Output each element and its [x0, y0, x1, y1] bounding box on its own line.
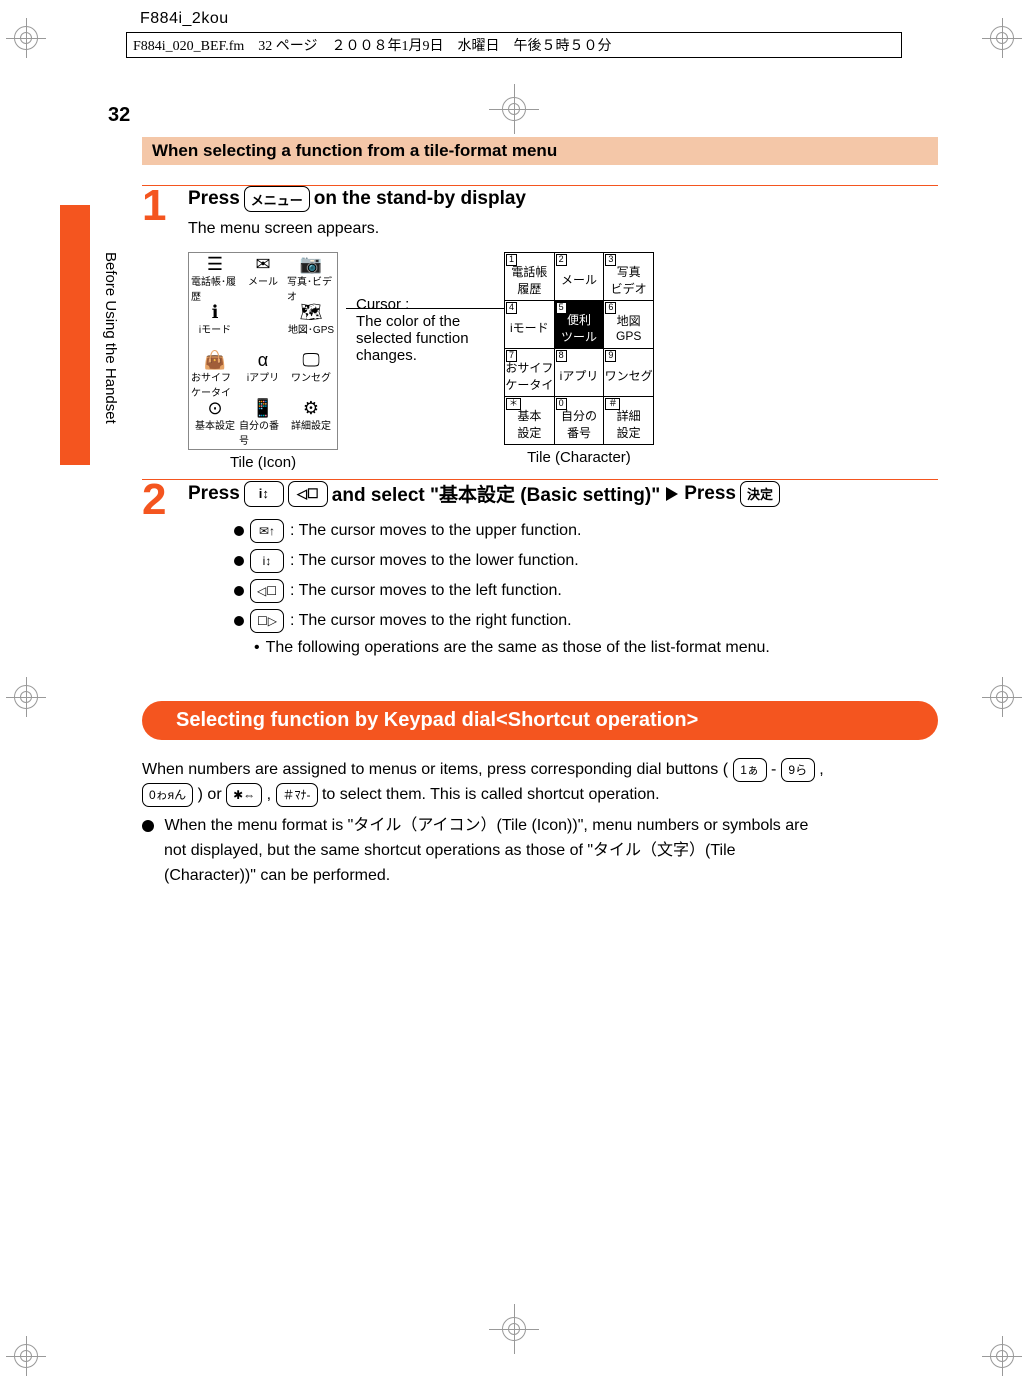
shortcut-para2: When the menu format is "タイル（アイコン）(Tile …	[142, 814, 938, 888]
direction-bullet: ☐▷: The cursor moves to the right functi…	[234, 609, 938, 633]
key-1: 1ぁ	[733, 758, 767, 782]
reg-mark-mr	[982, 677, 1022, 717]
tile-icon-cell: 🗺地図･GPS	[287, 303, 335, 351]
direction-bullet: ◁☐: The cursor moves to the left functio…	[234, 579, 938, 603]
left-key: ◁☐	[288, 481, 328, 507]
menu-key: メニュー	[244, 186, 310, 212]
key-0: 0ゎяん	[142, 783, 193, 807]
tile-char-cell: 8iアプリ	[554, 348, 604, 396]
step2-mid: and select "基本設定 (Basic setting)"	[332, 480, 660, 507]
subsection-banner: When selecting a function from a tile-fo…	[142, 137, 938, 165]
tile-char-caption: Tile (Character)	[504, 449, 654, 466]
ok-key: 決定	[740, 481, 780, 507]
reg-mark-br	[982, 1336, 1022, 1376]
key-star: ✱⇔	[226, 783, 262, 807]
tile-char-screen: 1電話帳履歴2メール3写真ビデオ 4iモード5便利ツール6地図GPS 7おサイフケー…	[504, 252, 654, 445]
shortcut-para1: When numbers are assigned to menus or it…	[142, 758, 938, 808]
step2-title: Press i↕ ◁☐ and select "基本設定 (Basic sett…	[188, 480, 938, 507]
tile-icon-cell: ✉メール	[239, 255, 287, 303]
p1-pre: When numbers are assigned to menus or it…	[142, 761, 728, 778]
step2-note-text: The following operations are the same as…	[266, 639, 770, 657]
step-number-2: 2	[142, 480, 188, 520]
tile-icon-cell: 📷写真･ビデオ	[287, 255, 335, 303]
chapter-side-label: Before Using the Handset	[102, 252, 119, 424]
tile-char-cell: ＃詳細設定	[603, 396, 653, 444]
bullet-dot-icon: •	[254, 639, 260, 657]
p1-comma1: ,	[819, 761, 823, 778]
tile-diagram-row: ☰電話帳･履歴✉メール📷写真･ビデオ ℹiモード🛠便利ツール🗺地図･GPS 👜おサイ…	[188, 252, 938, 471]
tile-char-cell: 3写真ビデオ	[603, 252, 653, 300]
tile-char-cell: 2メール	[554, 252, 604, 300]
tile-char-cell: 4iモード	[504, 300, 554, 348]
reg-mark-tr	[982, 18, 1022, 58]
step-number-1: 1	[142, 186, 188, 226]
shortcut-title: Selecting function by Keypad dial<Shortc…	[164, 701, 916, 740]
tile-icon-cell: ℹiモード	[191, 303, 239, 351]
pill-cap-right	[916, 701, 938, 740]
key-9: 9ら	[781, 758, 815, 782]
step1-title-post: on the stand-by display	[314, 188, 526, 210]
p1-post: to select them. This is called shortcut …	[322, 786, 660, 803]
step1-subtext: The menu screen appears.	[188, 220, 938, 238]
running-head: F884i_2kou	[140, 10, 938, 28]
tile-char-cell: ＊基本設定	[504, 396, 554, 444]
step-1: 1 Press メニュー on the stand-by display The…	[142, 186, 938, 238]
tile-icon-cell: 🖵ワンセグ	[287, 351, 335, 399]
p2-b: not displayed, but the same shortcut ope…	[164, 842, 736, 859]
direction-bullets: ✉↑: The cursor moves to the upper functi…	[234, 519, 938, 633]
tile-char-cell: 9ワンセグ	[603, 348, 653, 396]
tile-char-cell: 0自分の番号	[554, 396, 604, 444]
p1-dash: -	[771, 761, 776, 778]
tile-icon-caption: Tile (Icon)	[188, 454, 338, 471]
cursor-note: Cursor : The color of the selected funct…	[356, 252, 486, 364]
tile-icon-cell: ☰電話帳･履歴	[191, 255, 239, 303]
page-number: 32	[108, 104, 938, 127]
p2-c: (Character))" can be performed.	[164, 867, 390, 884]
tile-icon-cell: ⚙詳細設定	[287, 399, 335, 447]
direction-bullet: i↕: The cursor moves to the lower functi…	[234, 549, 938, 573]
framemaker-note: F884i_020_BEF.fm 32 ページ ２００８年1月9日 水曜日 午後…	[126, 32, 902, 58]
tile-icon-screen-wrap: ☰電話帳･履歴✉メール📷写真･ビデオ ℹiモード🛠便利ツール🗺地図･GPS 👜おサイ…	[188, 252, 338, 471]
tile-icon-cell: ⊙基本設定	[191, 399, 239, 447]
tile-char-cell: 1電話帳履歴	[504, 252, 554, 300]
p2-a: When the menu format is "タイル（アイコン）(Tile …	[164, 817, 808, 834]
tile-icon-cell: 📱自分の番号	[239, 399, 287, 447]
p1-comma2: ,	[267, 786, 276, 803]
step2-pre: Press	[188, 483, 240, 505]
bullet-icon	[142, 820, 154, 832]
reg-mark-ml	[6, 677, 46, 717]
tile-char-screen-wrap: 1電話帳履歴2メール3写真ビデオ 4iモード5便利ツール6地図GPS 7おサイフケー…	[504, 252, 654, 466]
pill-cap-left	[142, 701, 164, 740]
chapter-tab	[60, 205, 90, 465]
reg-mark-bl	[6, 1336, 46, 1376]
tile-icon-screen: ☰電話帳･履歴✉メール📷写真･ビデオ ℹiモード🛠便利ツール🗺地図･GPS 👜おサイ…	[188, 252, 338, 450]
step2-note: • The following operations are the same …	[254, 639, 938, 657]
p1-mid: ) or	[198, 786, 226, 803]
key-hash: ＃ﾏﾅ-	[276, 783, 318, 807]
tile-icon-cell: αiアプリ	[239, 351, 287, 399]
step2-post: Press	[684, 483, 736, 505]
down-key: i↕	[244, 481, 284, 507]
tile-icon-cell: 🛠便利ツール	[239, 303, 287, 351]
tile-char-cell: 5便利ツール	[554, 300, 604, 348]
reg-mark-tl	[6, 18, 46, 58]
tile-icon-cell: 👜おサイフケータイ	[191, 351, 239, 399]
shortcut-heading: Selecting function by Keypad dial<Shortc…	[142, 701, 938, 740]
tile-char-cell: 6地図GPS	[603, 300, 653, 348]
tile-char-cell: 7おサイフケータイ	[504, 348, 554, 396]
step1-title: Press メニュー on the stand-by display	[188, 186, 938, 212]
step-2: 2 Press i↕ ◁☐ and select "基本設定 (Basic se…	[142, 480, 938, 673]
direction-bullet: ✉↑: The cursor moves to the upper functi…	[234, 519, 938, 543]
step1-title-pre: Press	[188, 188, 240, 210]
arrow-icon	[666, 487, 678, 501]
